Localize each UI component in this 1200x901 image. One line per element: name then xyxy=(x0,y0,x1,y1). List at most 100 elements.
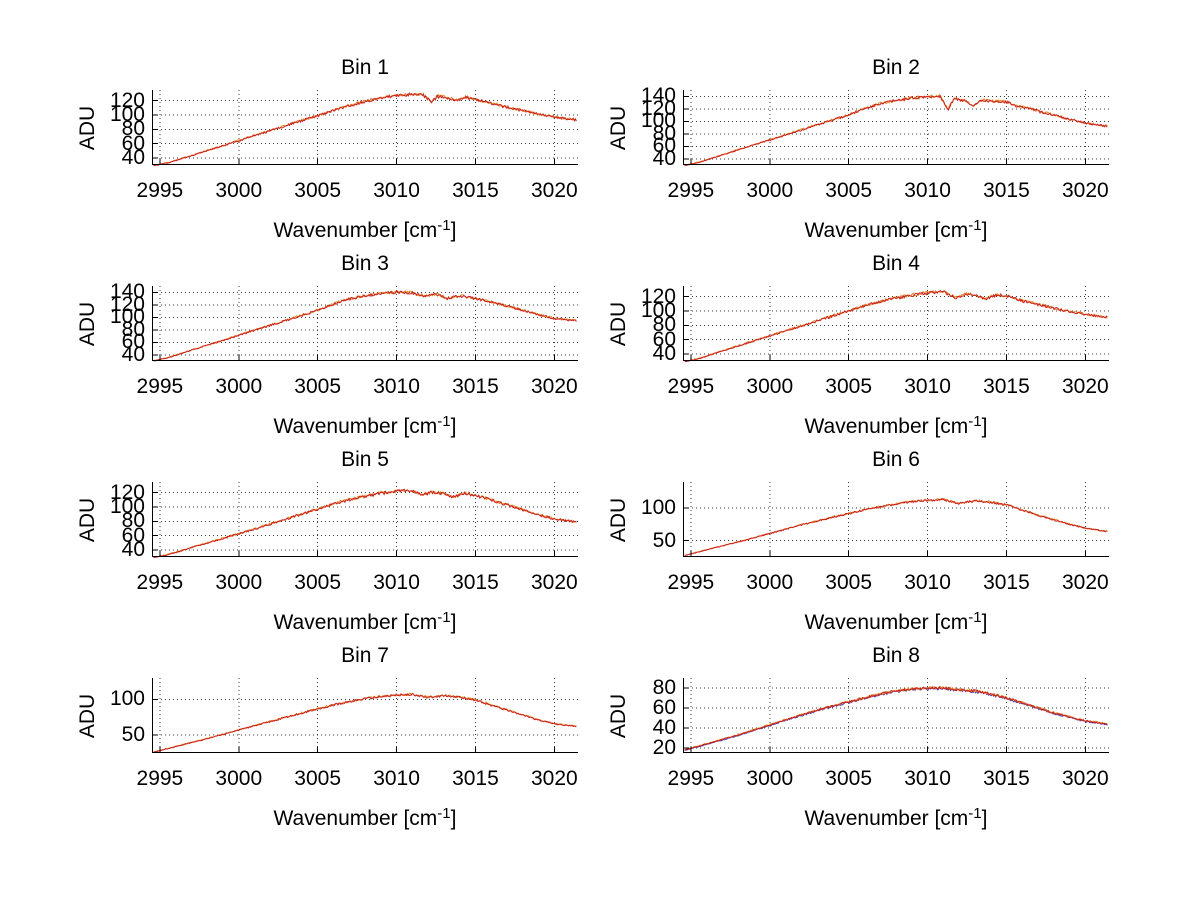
x-tick-label: 3000 xyxy=(746,571,794,594)
x-tick-label: 3005 xyxy=(825,767,873,790)
spectrum-trace xyxy=(153,692,577,753)
plot-area xyxy=(152,286,578,362)
x-axis-label-superscript: -1 xyxy=(968,217,982,234)
x-tick-label: 2995 xyxy=(136,571,184,594)
x-tick-label: 2995 xyxy=(136,179,184,202)
subplot-title: Bin 7 xyxy=(341,644,389,667)
y-tick-label: 80 xyxy=(652,313,676,337)
subplot-title: Bin 6 xyxy=(872,448,920,471)
spectrum-trace xyxy=(684,94,1108,167)
x-tick-label: 3015 xyxy=(983,767,1030,790)
plot-area xyxy=(152,678,578,753)
x-axis-label-bracket: ] xyxy=(981,219,988,242)
x-tick-label: 3005 xyxy=(294,179,342,202)
x-tick-label: 3015 xyxy=(983,375,1030,398)
x-tick-label: 3010 xyxy=(373,375,420,398)
x-axis-label-bracket: ] xyxy=(981,415,988,438)
x-axis-label-bracket: ] xyxy=(450,415,457,438)
plot-area xyxy=(152,482,578,559)
y-tick-label: 50 xyxy=(121,723,145,747)
y-tick-label: 60 xyxy=(121,330,145,354)
y-tick-label: 40 xyxy=(121,342,145,366)
x-axis-label-text: Wavenumber [cm xyxy=(804,807,969,830)
y-tick-label: 60 xyxy=(652,134,676,158)
x-tick-label: 3000 xyxy=(746,375,794,398)
y-tick-label: 140 xyxy=(109,280,145,304)
x-tick-label: 3005 xyxy=(294,571,342,594)
x-tick-label: 3010 xyxy=(904,179,951,202)
x-axis-label-superscript: -1 xyxy=(437,217,451,234)
x-axis-label-bracket: ] xyxy=(450,219,457,242)
x-tick-label: 2995 xyxy=(667,375,715,398)
x-axis-label-text: Wavenumber [cm xyxy=(804,415,969,438)
x-tick-label: 3005 xyxy=(825,375,873,398)
plot-area xyxy=(152,90,578,167)
y-tick-label: 40 xyxy=(652,716,676,739)
y-tick-label: 100 xyxy=(109,687,145,711)
x-tick-label: 3010 xyxy=(904,375,951,398)
spectrum-trace xyxy=(684,93,1108,166)
x-tick-label: 2995 xyxy=(136,767,184,790)
spectrum-trace xyxy=(684,685,1108,751)
x-axis-label-superscript: -1 xyxy=(968,413,982,430)
x-tick-label: 2995 xyxy=(136,375,184,398)
subplot-title: Bin 5 xyxy=(341,448,389,471)
x-axis-label-text: Wavenumber [cm xyxy=(804,219,969,242)
x-axis-label: Wavenumber [cm-1] xyxy=(746,801,1046,832)
y-tick-label: 100 xyxy=(640,109,676,133)
y-tick-label: 120 xyxy=(640,284,676,308)
spectrum-trace xyxy=(684,497,1108,557)
y-tick-label: 100 xyxy=(640,496,676,520)
x-tick-label: 3020 xyxy=(1061,571,1109,594)
x-axis-label: Wavenumber [cm-1] xyxy=(746,605,1046,636)
x-axis-label: Wavenumber [cm-1] xyxy=(215,213,515,244)
y-tick-label: 80 xyxy=(121,117,145,141)
y-tick-label: 40 xyxy=(652,146,676,170)
y-tick-label: 120 xyxy=(109,480,145,504)
subplot-title: Bin 3 xyxy=(341,252,389,275)
spectrum-trace xyxy=(153,693,577,753)
x-tick-label: 3015 xyxy=(983,571,1030,594)
plot-area xyxy=(683,286,1109,363)
subplot-title: Bin 2 xyxy=(872,56,920,79)
y-tick-label: 120 xyxy=(109,88,145,112)
y-tick-label: 40 xyxy=(652,341,676,365)
x-axis-label-text: Wavenumber [cm xyxy=(273,415,438,438)
y-tick-label: 50 xyxy=(652,528,676,552)
x-axis-label: Wavenumber [cm-1] xyxy=(215,801,515,832)
y-tick-label: 60 xyxy=(121,131,145,155)
x-tick-label: 3005 xyxy=(294,375,342,398)
y-tick-label: 120 xyxy=(640,96,676,120)
y-tick-label: 140 xyxy=(640,84,676,108)
x-axis-label-bracket: ] xyxy=(450,807,457,830)
x-tick-label: 3020 xyxy=(530,767,578,790)
x-tick-label: 3000 xyxy=(215,179,263,202)
y-tick-label: 40 xyxy=(121,145,145,169)
x-axis-label-text: Wavenumber [cm xyxy=(273,807,438,830)
x-tick-label: 3015 xyxy=(452,571,499,594)
x-axis-label-superscript: -1 xyxy=(437,805,451,822)
y-tick-label: 120 xyxy=(109,292,145,316)
y-tick-label: 80 xyxy=(121,509,145,533)
x-tick-label: 3015 xyxy=(983,179,1030,202)
x-axis-label-bracket: ] xyxy=(981,611,988,634)
x-tick-label: 2995 xyxy=(667,571,715,594)
x-axis-label-superscript: -1 xyxy=(437,609,451,626)
spectrum-trace xyxy=(684,686,1108,751)
spectrum-trace xyxy=(153,290,577,362)
x-axis-label-text: Wavenumber [cm xyxy=(273,611,438,634)
subplot-title: Bin 1 xyxy=(341,56,389,79)
x-axis-label: Wavenumber [cm-1] xyxy=(215,409,515,440)
x-axis-label: Wavenumber [cm-1] xyxy=(746,409,1046,440)
spectrum-trace xyxy=(684,685,1108,751)
plot-area xyxy=(683,90,1109,167)
x-tick-label: 3020 xyxy=(1061,179,1109,202)
x-tick-label: 3020 xyxy=(530,179,578,202)
spectrum-trace xyxy=(684,498,1108,557)
x-tick-label: 3005 xyxy=(294,767,342,790)
x-axis-label: Wavenumber [cm-1] xyxy=(746,213,1046,244)
x-tick-label: 3015 xyxy=(452,375,499,398)
y-tick-label: 100 xyxy=(109,103,145,126)
x-tick-label: 2995 xyxy=(667,179,715,202)
